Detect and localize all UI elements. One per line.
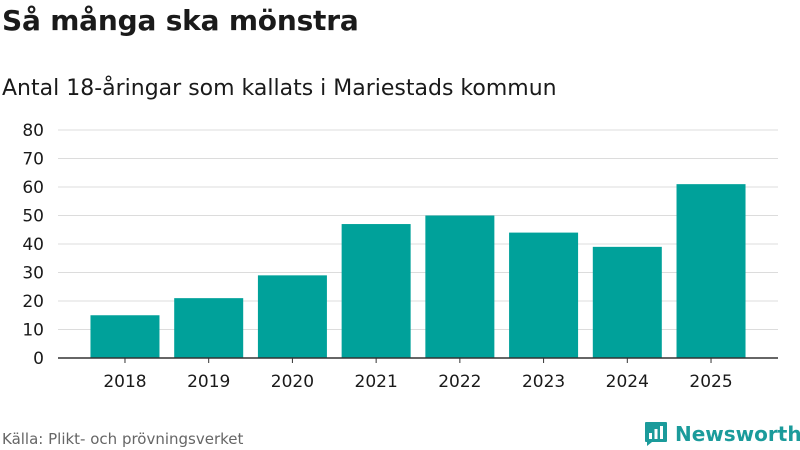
x-tick-label: 2019 xyxy=(187,372,230,392)
y-tick-label: 80 xyxy=(22,121,44,141)
chart-title: Så många ska mönstra xyxy=(2,4,359,37)
y-tick-label: 30 xyxy=(22,264,44,284)
y-tick-label: 60 xyxy=(22,178,44,198)
bar-2021[interactable] xyxy=(341,224,411,358)
brand-name: Newsworthy xyxy=(675,422,800,446)
x-tick-label: 2025 xyxy=(689,372,732,392)
chart-subtitle: Antal 18-åringar som kallats i Mariestad… xyxy=(2,76,557,101)
bar-2024[interactable] xyxy=(592,246,662,358)
bar-2023[interactable] xyxy=(509,232,579,358)
y-tick-label: 50 xyxy=(22,207,44,227)
x-tick-label: 2021 xyxy=(355,372,398,392)
x-tick-label: 2020 xyxy=(271,372,314,392)
axes: 0 10 20 30 40 50 60 70 80 2018 2019 2020 2021 2022 202… xyxy=(22,121,778,392)
x-tick-label: 2024 xyxy=(606,372,649,392)
y-tick-label: 10 xyxy=(22,321,44,341)
x-tick-label: 2022 xyxy=(438,372,481,392)
y-tick-label: 20 xyxy=(22,292,44,312)
brand-logo[interactable]: Newsworthy xyxy=(644,420,800,448)
newsworthy-logo-icon xyxy=(645,422,667,446)
y-tick-label: 0 xyxy=(33,349,44,369)
y-tick-label: 70 xyxy=(22,150,44,170)
bar-2019[interactable] xyxy=(174,298,244,358)
bar-2020[interactable] xyxy=(257,275,327,358)
gridlines xyxy=(58,129,778,330)
x-tick-label: 2023 xyxy=(522,372,565,392)
bar-2018[interactable] xyxy=(90,315,160,358)
y-tick-label: 40 xyxy=(22,235,44,255)
bar-2022[interactable] xyxy=(425,215,495,359)
source-note: Källa: Plikt- och prövningsverket xyxy=(2,430,244,448)
x-tick-label: 2018 xyxy=(103,372,146,392)
bars xyxy=(90,184,746,359)
bar-2025[interactable] xyxy=(676,184,746,358)
